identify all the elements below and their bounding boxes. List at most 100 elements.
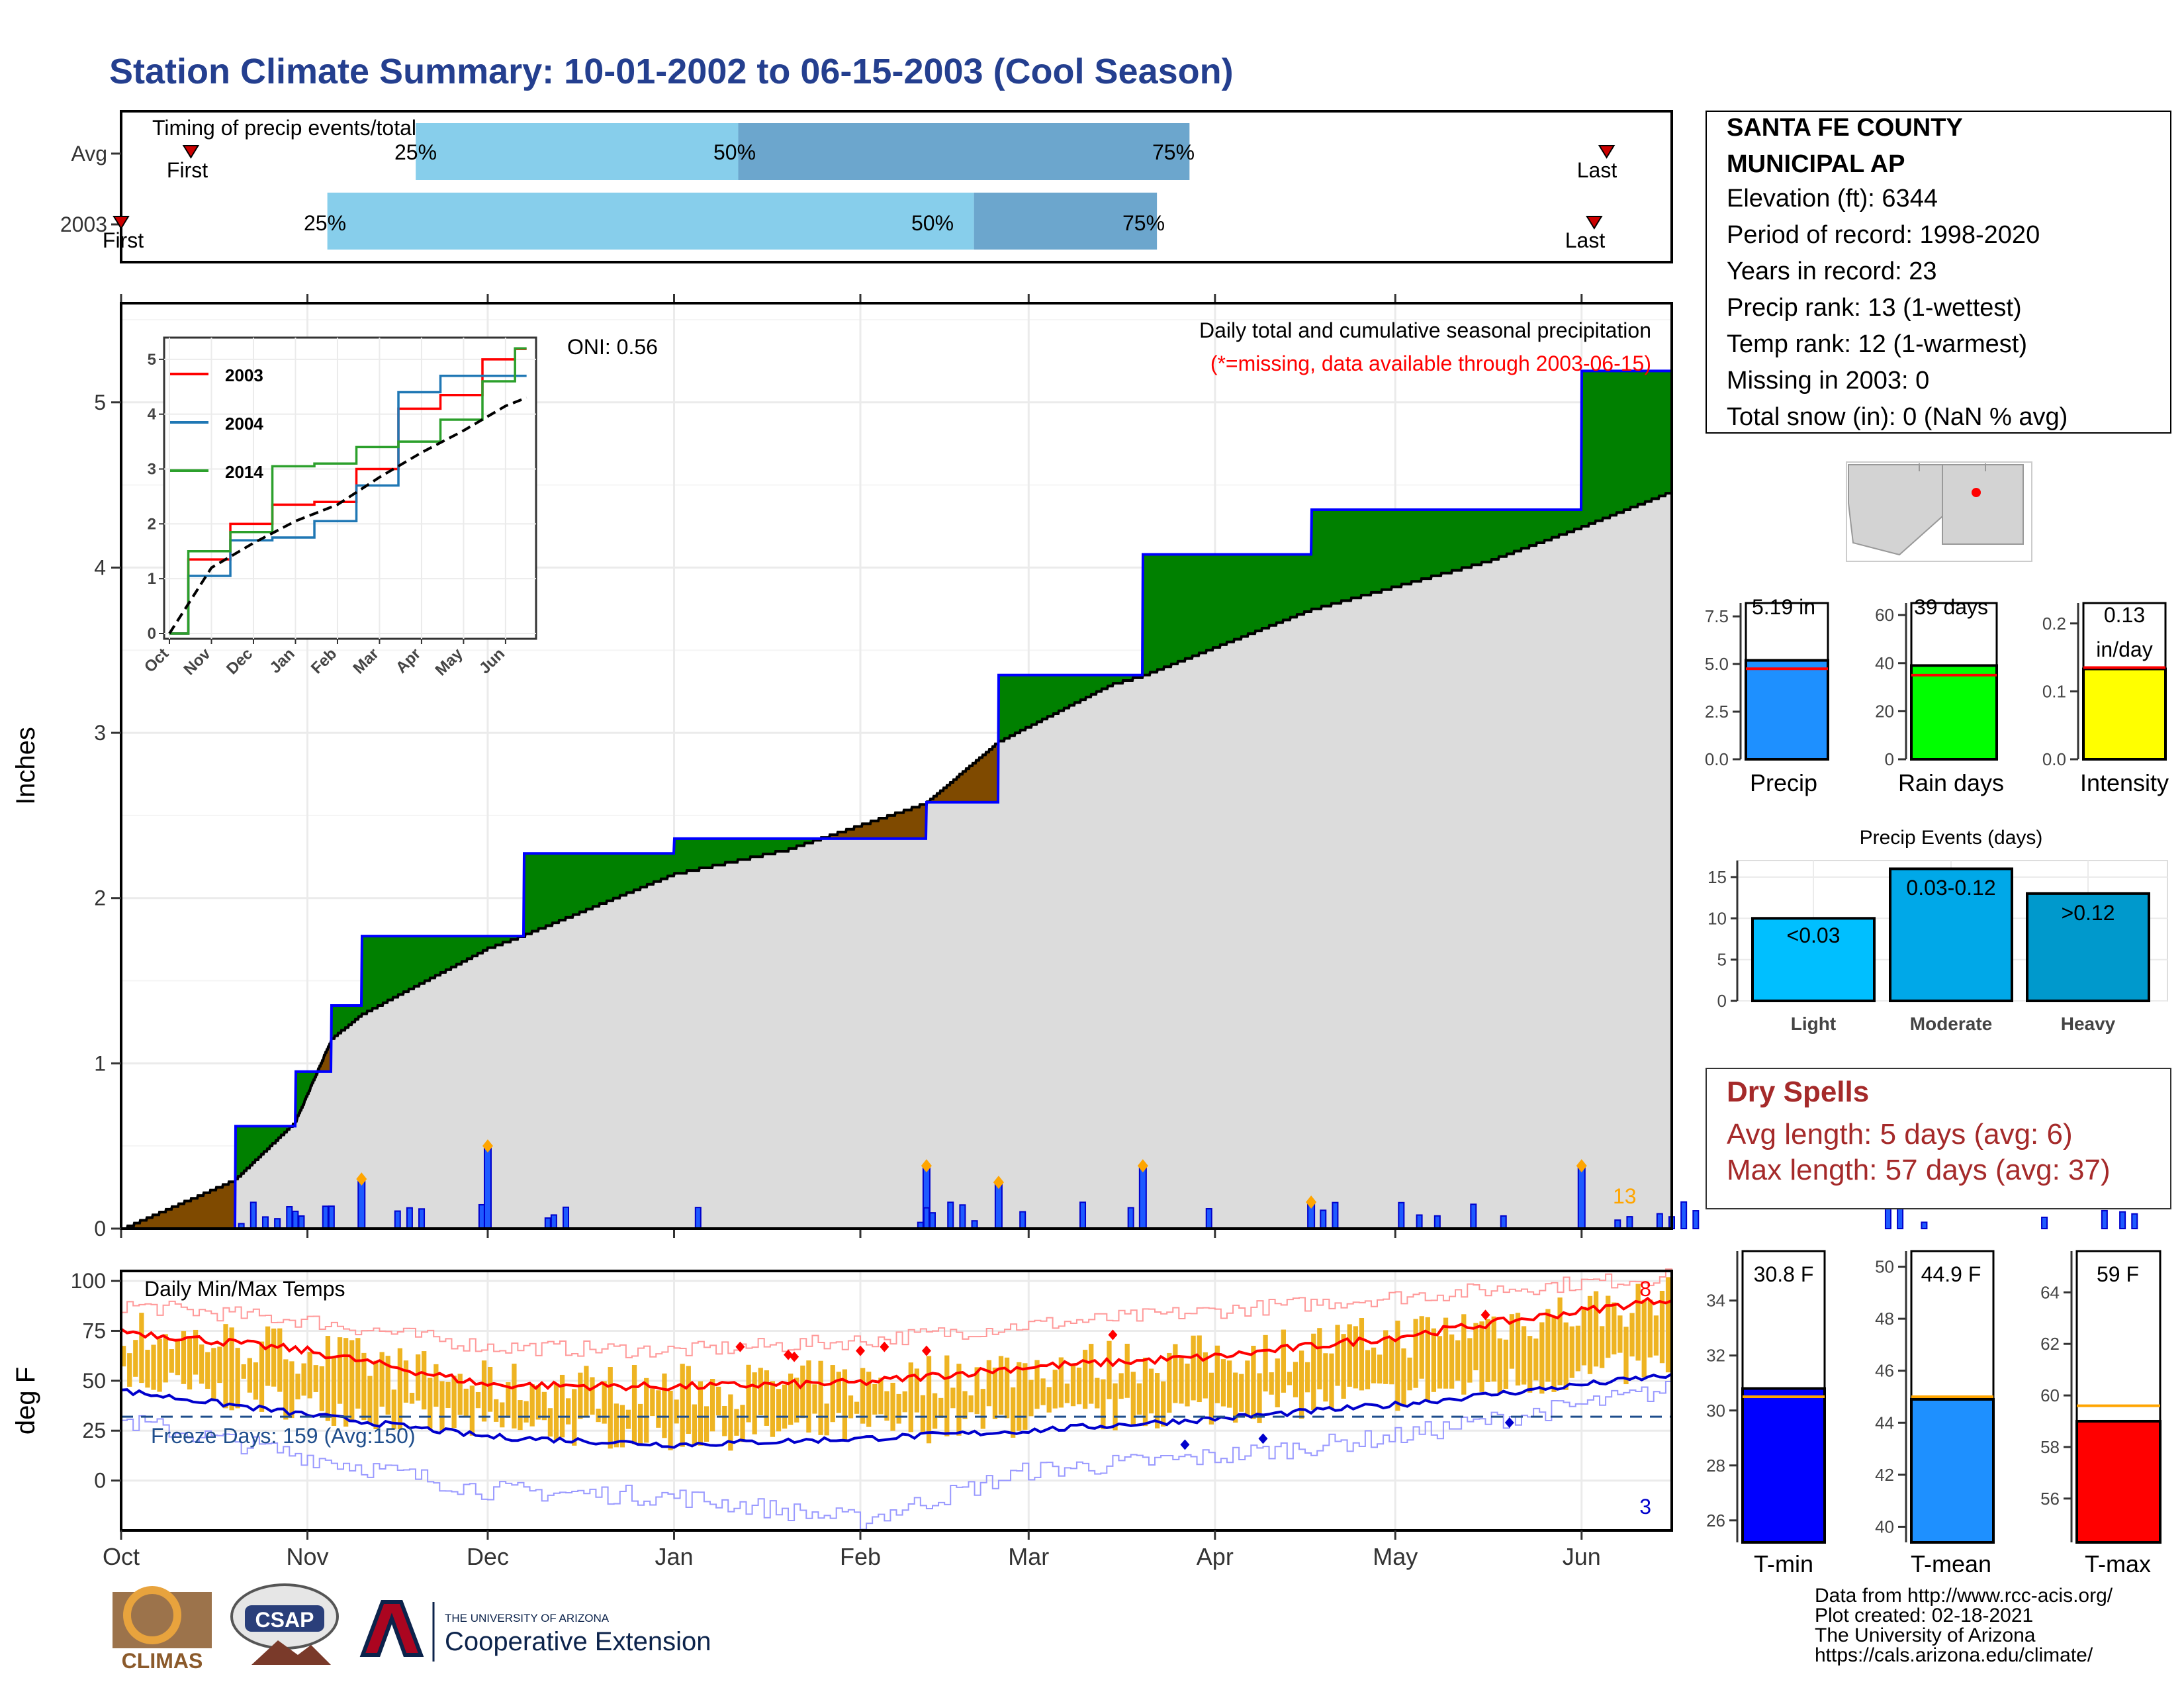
daily-temp-bar bbox=[590, 1377, 595, 1415]
y-tick-label: 5 bbox=[94, 391, 106, 414]
raindays-bar-value: 39 days bbox=[1914, 595, 1988, 619]
daily-temp-bar bbox=[1431, 1328, 1437, 1392]
daily-temp-bar bbox=[415, 1354, 421, 1401]
tmax-y-tick-label: 64 bbox=[2040, 1282, 2060, 1302]
month-tick-label: Mar bbox=[1008, 1543, 1049, 1570]
daily-temp-bar bbox=[1083, 1350, 1088, 1409]
daily-temp-bar bbox=[355, 1338, 361, 1409]
daily-temp-bar bbox=[1419, 1316, 1424, 1379]
tmean-y-tick-label: 44 bbox=[1875, 1413, 1894, 1432]
daily-temp-bar bbox=[181, 1331, 187, 1384]
daily-temp-bar bbox=[818, 1360, 823, 1435]
station-line-years: Years in record: 23 bbox=[1727, 258, 1937, 285]
daily-temp-bar bbox=[890, 1382, 895, 1431]
daily-temp-bar bbox=[1383, 1330, 1388, 1384]
daily-temp-bar bbox=[830, 1365, 835, 1423]
daily-temp-bar bbox=[1197, 1335, 1202, 1403]
daily-temp-bar bbox=[1155, 1373, 1160, 1429]
daily-temp-bar bbox=[1263, 1335, 1268, 1392]
daily-temp-bar bbox=[1293, 1362, 1298, 1397]
daily-temp-bar bbox=[662, 1373, 667, 1438]
daily-temp-bar bbox=[1023, 1363, 1028, 1430]
footer-line-4: https://cals.arizona.edu/climate/ bbox=[1815, 1644, 2093, 1666]
y2003-p25-label: 25% bbox=[304, 211, 346, 235]
record-high-marker-icon bbox=[856, 1345, 866, 1356]
heavy-event-marker-icon bbox=[482, 1139, 493, 1153]
daily-temp-bar bbox=[878, 1378, 884, 1415]
y-tick-label: 3 bbox=[94, 721, 106, 745]
daily-precip-bar bbox=[250, 1201, 257, 1229]
tmean-y-tick-label: 40 bbox=[1875, 1517, 1894, 1536]
daily-temp-bar bbox=[998, 1356, 1004, 1415]
daily-temp-bar bbox=[307, 1352, 312, 1399]
footer-line-1: Data from http://www.rcc-acis.org/ bbox=[1815, 1585, 2113, 1607]
footer: CLIMAS CSAP THE UNIVERSITY OF ARIZONA Co… bbox=[113, 1583, 2113, 1673]
avg-min-line bbox=[120, 1372, 1673, 1449]
daily-temp-bar bbox=[1034, 1360, 1040, 1409]
inset-legend-2003: 2003 bbox=[225, 365, 263, 385]
y-tick-label: 2 bbox=[94, 886, 106, 910]
daily-precip-bar bbox=[1692, 1210, 1700, 1230]
daily-temp-bar bbox=[1635, 1284, 1641, 1361]
daily-precip-bar bbox=[1398, 1201, 1405, 1229]
daily-temp-bar bbox=[428, 1378, 433, 1429]
daily-temp-bar bbox=[193, 1329, 199, 1375]
daily-temp-bar bbox=[656, 1390, 661, 1428]
inset-y-tick-label: 1 bbox=[148, 570, 156, 588]
temp-panel-title: Daily Min/Max Temps bbox=[144, 1277, 345, 1301]
daily-temp-bar bbox=[1527, 1336, 1533, 1393]
daily-temp-bar bbox=[1298, 1350, 1304, 1419]
month-tick-label: Dec bbox=[467, 1543, 509, 1570]
daily-temp-bar bbox=[950, 1387, 956, 1409]
daily-temp-bar bbox=[1365, 1350, 1371, 1389]
avg-cumulative-line bbox=[121, 492, 1672, 1230]
daily-temp-bar bbox=[698, 1381, 704, 1446]
daily-temp-bar bbox=[824, 1403, 829, 1436]
daily-temp-bar bbox=[397, 1348, 403, 1430]
daily-temp-bar bbox=[199, 1344, 205, 1384]
daily-temp-bar bbox=[788, 1374, 794, 1425]
daily-temp-bar bbox=[1089, 1344, 1094, 1404]
daily-temp-bar bbox=[650, 1388, 655, 1417]
daily-temp-bar bbox=[463, 1388, 469, 1417]
record-max-count: 8 bbox=[1639, 1277, 1651, 1301]
daily-temp-bar bbox=[734, 1409, 739, 1436]
daily-temp-bar bbox=[812, 1384, 817, 1414]
daily-temp-bar bbox=[1161, 1381, 1166, 1427]
location-map bbox=[1846, 461, 2032, 562]
daily-temp-bar bbox=[1329, 1353, 1334, 1409]
daily-temp-bar bbox=[211, 1348, 216, 1399]
climas-logo-text: CLIMAS bbox=[122, 1649, 203, 1673]
daily-temp-bar bbox=[926, 1356, 932, 1444]
tmax-y-tick-label: 62 bbox=[2040, 1334, 2060, 1354]
daily-temp-bar bbox=[1600, 1326, 1605, 1368]
daily-temp-bar bbox=[163, 1334, 168, 1383]
daily-temp-bar bbox=[1641, 1299, 1647, 1378]
avg-p50-label: 50% bbox=[713, 140, 756, 164]
daily-temp-bar bbox=[319, 1366, 324, 1411]
tmin-y-tick-label: 30 bbox=[1706, 1401, 1725, 1421]
daily-temp-bar bbox=[1070, 1364, 1076, 1407]
tmean-y-tick-label: 46 bbox=[1875, 1361, 1894, 1381]
daily-temp-bar bbox=[1233, 1372, 1238, 1423]
avg-cumulative-area bbox=[121, 493, 1672, 1229]
daily-temp-bar bbox=[716, 1386, 721, 1416]
daily-temp-bar bbox=[1142, 1357, 1148, 1427]
daily-temp-bar bbox=[1521, 1326, 1527, 1385]
inset-y-tick-label: 2 bbox=[148, 515, 156, 533]
daily-temp-bar bbox=[644, 1378, 649, 1443]
station-line-elevation: Elevation (ft): 6344 bbox=[1727, 185, 1938, 212]
daily-temp-bar bbox=[932, 1393, 938, 1429]
intensity-bar-label: Intensity bbox=[2080, 769, 2169, 796]
daily-temp-bars bbox=[121, 1277, 1671, 1451]
main-ylabel: Inches bbox=[11, 727, 40, 805]
page-title: Station Climate Summary: 10-01-2002 to 0… bbox=[109, 52, 1234, 91]
daily-temp-bar bbox=[704, 1406, 709, 1442]
daily-temp-bar bbox=[1575, 1325, 1580, 1372]
daily-temp-bar bbox=[289, 1361, 295, 1419]
daily-temp-bar bbox=[235, 1348, 240, 1409]
daily-temp-bar bbox=[1101, 1379, 1106, 1430]
main-precip-panel: 0 1 2 3 4 5 Inches ONI: 0.56 Daily total and … bbox=[11, 294, 2138, 1241]
daily-temp-bar bbox=[133, 1340, 138, 1377]
raindays-y-tick-label: 60 bbox=[1875, 605, 1894, 625]
